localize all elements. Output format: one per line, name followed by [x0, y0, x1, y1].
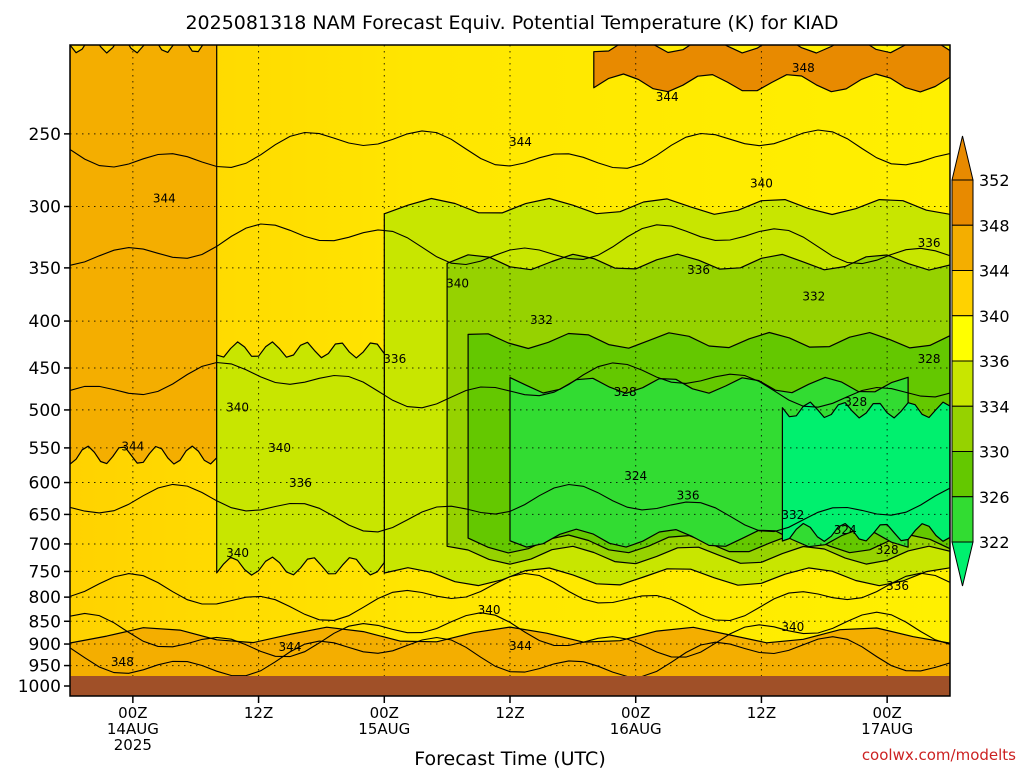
colorbar-segment	[951, 451, 974, 498]
contour-label: 332	[781, 508, 804, 522]
contour-label: 340	[478, 603, 501, 617]
y-tick-label: 600	[29, 474, 61, 494]
colorbar-label: 340	[979, 307, 1010, 326]
x-tick-label: 12Z	[495, 704, 524, 722]
chart-title: 2025081318 NAM Forecast Equiv. Potential…	[185, 12, 838, 34]
x-tick-label: 16AUG	[610, 720, 662, 738]
y-tick-label: 750	[29, 562, 61, 582]
contour-labels: 348 344 344 340 344 336 340 336 332 332 336 328 328 3…	[111, 61, 941, 669]
colorbar-label: 352	[979, 171, 1010, 190]
contour-label: 340	[226, 546, 249, 560]
colorbar-segment	[951, 179, 974, 226]
x-tick-label: 14AUG	[107, 720, 159, 738]
y-tick-label: 400	[29, 312, 61, 332]
contour-label: 340	[446, 277, 469, 291]
contour-label: 348	[792, 61, 815, 75]
contour-label: 336	[918, 236, 941, 250]
colorbar-segment	[951, 270, 974, 317]
contour-line	[70, 483, 950, 533]
x-tick-label: 00Z	[621, 704, 650, 722]
contour-label: 336	[687, 263, 710, 277]
y-tick-label: 450	[29, 359, 61, 379]
colorbar-label: 336	[979, 352, 1010, 371]
contour-label: 328	[844, 395, 867, 409]
y-axis: 250 300 350 400 450 500 550 600 650 700 750 800 850 9…	[18, 125, 70, 697]
contour-label: 344	[509, 135, 532, 149]
y-tick-label: 550	[29, 439, 61, 459]
x-tick-label: 12Z	[747, 704, 776, 722]
y-tick-label: 850	[29, 612, 61, 632]
colorbar-segment	[951, 224, 974, 271]
y-tick-label: 950	[29, 657, 61, 677]
y-tick-label: 1000	[18, 677, 61, 697]
contour-label: 328	[918, 352, 941, 366]
colorbar-label: 322	[979, 533, 1010, 552]
colorbar-label: 334	[979, 397, 1010, 416]
y-tick-label: 700	[29, 535, 61, 555]
colorbar-segment	[951, 405, 974, 452]
contour-label: 332	[802, 289, 825, 303]
x-axis-label: Forecast Time (UTC)	[414, 748, 605, 768]
contour-fill-344-348	[70, 45, 218, 465]
contour-line	[70, 361, 950, 409]
colorbar-bottom-arrow	[951, 541, 974, 587]
colorbar-label: 348	[979, 216, 1010, 235]
x-tick-label: 00Z	[370, 704, 399, 722]
colorbar-label: 330	[979, 443, 1010, 462]
contour-label: 328	[876, 543, 899, 557]
x-tick-label: 2025	[114, 736, 152, 754]
contour-fill-348-352	[593, 45, 950, 93]
y-tick-label: 650	[29, 505, 61, 525]
y-tick-label: 900	[29, 635, 61, 655]
contour-label: 340	[226, 401, 249, 415]
contour-label: 328	[614, 385, 637, 399]
y-tick-label: 250	[29, 125, 61, 145]
contour-label: 336	[289, 476, 312, 490]
x-tick-label: 00Z	[118, 704, 147, 722]
contour-label: 348	[111, 655, 134, 669]
contour-label: 336	[677, 489, 700, 503]
contour-label: 344	[509, 639, 532, 653]
contour-line	[70, 636, 950, 678]
contour-label: 324	[834, 523, 857, 537]
colorbar-label: 326	[979, 488, 1010, 507]
contour-label: 344	[153, 191, 176, 205]
contour-label: 344	[279, 640, 302, 654]
contour-label: 336	[886, 579, 909, 593]
x-tick-label: 12Z	[244, 704, 273, 722]
contour-label: 332	[530, 313, 553, 327]
contour-label: 340	[268, 441, 291, 455]
x-tick-label: 17AUG	[861, 720, 913, 738]
colorbar-top-arrow	[951, 135, 974, 181]
contour-line	[70, 572, 950, 622]
contour-fill-322-326	[781, 401, 950, 542]
contour-label: 340	[750, 176, 773, 190]
contour-label: 340	[781, 620, 804, 634]
contour-label: 344	[121, 439, 144, 453]
y-tick-label: 500	[29, 401, 61, 421]
y-tick-label: 300	[29, 197, 61, 217]
contour-fill-336-340	[216, 341, 385, 576]
colorbar-segment	[951, 315, 974, 362]
y-tick-label: 350	[29, 259, 61, 279]
plot-area: 348 344 344 340 344 336 340 336 332 332 336 328 328 3…	[70, 45, 950, 696]
colorbar-segment	[951, 360, 974, 407]
contour-label: 336	[383, 352, 406, 366]
colorbar-label: 344	[979, 262, 1010, 281]
gridlines	[70, 45, 950, 687]
y-tick-label: 800	[29, 588, 61, 608]
contour-label: 324	[624, 469, 647, 483]
colorbar: 352 348 344 340 336 334 330 326 322	[951, 135, 1010, 587]
ground-bar	[70, 676, 950, 696]
contour-label: 344	[656, 90, 679, 104]
x-tick-label: 15AUG	[358, 720, 410, 738]
x-tick-label: 00Z	[872, 704, 901, 722]
watermark: coolwx.com/modelts	[862, 746, 1016, 764]
colorbar-segment	[951, 496, 974, 543]
